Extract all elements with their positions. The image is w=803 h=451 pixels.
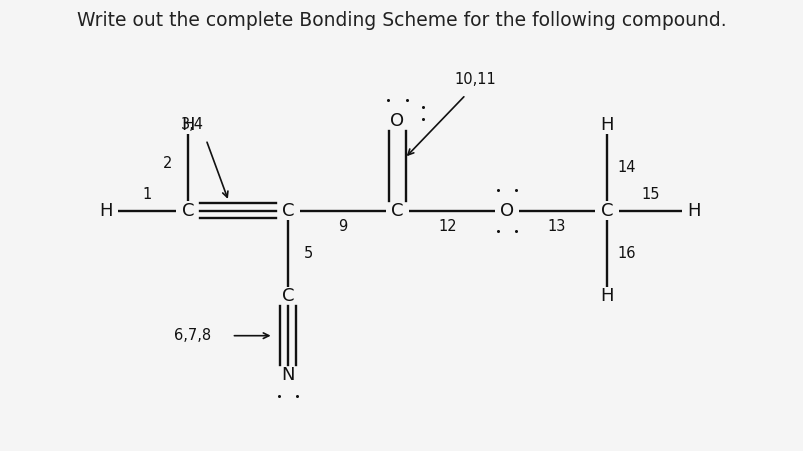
Text: 15: 15 bbox=[640, 187, 658, 202]
Text: H: H bbox=[600, 115, 613, 133]
Text: 16: 16 bbox=[617, 246, 636, 261]
Text: 1: 1 bbox=[142, 187, 151, 202]
Text: C: C bbox=[600, 202, 613, 220]
Text: C: C bbox=[282, 287, 294, 305]
Text: Write out the complete Bonding Scheme for the following compound.: Write out the complete Bonding Scheme fo… bbox=[77, 10, 726, 30]
Text: 6,7,8: 6,7,8 bbox=[173, 328, 210, 343]
Text: 13: 13 bbox=[547, 220, 565, 235]
Text: C: C bbox=[391, 202, 403, 220]
Text: C: C bbox=[282, 202, 294, 220]
Text: N: N bbox=[281, 366, 295, 384]
Text: O: O bbox=[499, 202, 513, 220]
Text: 14: 14 bbox=[617, 160, 636, 175]
Text: 2: 2 bbox=[163, 156, 172, 171]
Text: 5: 5 bbox=[303, 246, 312, 261]
Text: 10,11: 10,11 bbox=[454, 72, 495, 87]
Text: C: C bbox=[181, 202, 194, 220]
Text: H: H bbox=[686, 202, 699, 220]
Text: 12: 12 bbox=[438, 220, 456, 235]
Text: O: O bbox=[390, 112, 404, 130]
Text: 9: 9 bbox=[338, 220, 347, 235]
Text: H: H bbox=[600, 287, 613, 305]
Text: 3,4: 3,4 bbox=[181, 117, 204, 132]
Text: H: H bbox=[99, 202, 112, 220]
Text: H: H bbox=[181, 115, 194, 133]
